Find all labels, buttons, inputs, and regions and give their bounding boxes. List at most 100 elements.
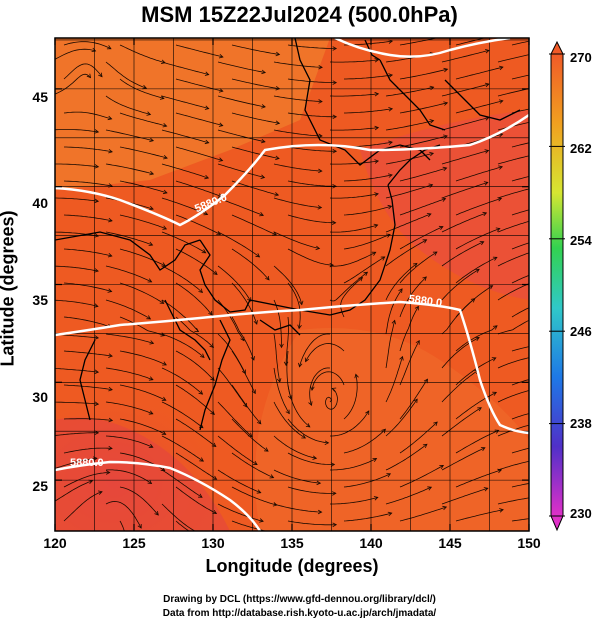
streamline	[63, 63, 103, 80]
streamline-arrow	[94, 233, 100, 238]
streamline-arrow	[317, 205, 323, 210]
streamline	[287, 44, 337, 49]
streamline	[273, 367, 290, 414]
streamline	[497, 319, 529, 335]
contour-label: 5880.0	[70, 457, 104, 469]
streamline-arrow	[332, 114, 338, 120]
credit-data: Data from http://database.rish.kyoto-u.a…	[162, 608, 437, 619]
streamline-arrow	[318, 99, 323, 104]
streamline-arrow	[204, 105, 210, 110]
streamline	[385, 184, 433, 199]
streamline-arrow	[148, 443, 154, 448]
streamline-arrow	[482, 211, 488, 217]
streamline	[343, 473, 391, 488]
streamline	[399, 378, 428, 420]
streamline	[455, 509, 504, 522]
streamline-arrow	[354, 373, 359, 379]
streamline-arrow	[218, 122, 224, 127]
streamline	[231, 78, 280, 90]
streamline-arrow	[492, 325, 498, 330]
streamline	[385, 356, 403, 403]
streamline	[455, 100, 503, 114]
streamline	[231, 214, 277, 236]
streamline	[119, 180, 168, 194]
streamline	[399, 340, 420, 386]
streamline-arrow	[261, 104, 266, 109]
streamline	[105, 333, 154, 344]
streamline	[63, 180, 113, 187]
streamline	[161, 299, 199, 332]
streamline-arrow	[541, 184, 545, 188]
streamline-arrow	[107, 288, 113, 293]
streamline-arrow	[265, 275, 270, 281]
streamline-arrow	[148, 376, 154, 381]
streamline	[217, 367, 248, 408]
streamline-arrow	[198, 288, 204, 293]
streamline	[63, 111, 112, 120]
streamline	[287, 112, 337, 118]
streamline-arrow	[318, 64, 323, 70]
streamline-arrow	[332, 46, 338, 51]
streamline-arrow	[387, 511, 393, 517]
streamline	[55, 163, 99, 168]
streamline-arrow	[276, 378, 282, 383]
streamline	[105, 95, 151, 115]
streamline-arrow	[255, 253, 261, 258]
streamline	[287, 78, 337, 83]
streamline-arrow	[494, 429, 500, 434]
streamline-arrow	[538, 314, 542, 318]
streamline	[217, 469, 261, 494]
streamline	[105, 163, 154, 175]
streamline	[343, 256, 385, 284]
streamline-arrow	[275, 51, 281, 57]
colorbar-tick-label: 238	[570, 416, 592, 431]
streamline	[119, 112, 167, 127]
streamline	[231, 248, 270, 281]
streamline	[175, 180, 222, 197]
axis-ticks	[54, 38, 530, 531]
streamline	[119, 248, 166, 267]
streamline	[217, 95, 266, 108]
streamline-arrow	[439, 464, 445, 470]
streamline-arrow	[477, 407, 482, 412]
streamline-arrow	[218, 157, 224, 162]
streamline-arrow	[108, 445, 113, 451]
streamline	[55, 432, 99, 436]
streamline-arrow	[331, 220, 337, 226]
streamline-arrow	[147, 479, 153, 484]
streamline	[497, 54, 529, 63]
streamline	[105, 401, 153, 415]
streamline-arrow	[422, 276, 427, 281]
streamline-arrow	[304, 357, 310, 363]
streamline	[511, 209, 529, 216]
streamline	[399, 68, 448, 80]
streamline	[340, 277, 363, 318]
x-tick-label: 145	[438, 535, 462, 551]
streamline	[273, 299, 282, 348]
streamline	[309, 367, 331, 406]
streamline	[119, 418, 166, 435]
streamline	[455, 469, 502, 488]
streamline	[329, 193, 379, 199]
streamline-arrow	[540, 420, 544, 424]
streamline	[175, 452, 217, 480]
streamline-arrow	[443, 101, 449, 106]
streamline	[511, 413, 529, 420]
streamline	[105, 299, 151, 320]
streamline	[441, 182, 488, 199]
streamline-arrow	[204, 174, 210, 180]
colorbar	[549, 40, 565, 532]
streamline	[105, 231, 153, 246]
colorbar-top-arrow	[550, 40, 564, 55]
streamline	[441, 447, 486, 471]
streamline	[325, 388, 338, 410]
streamline	[55, 73, 91, 95]
streamline-arrow	[213, 270, 218, 276]
streamline-arrow	[388, 73, 394, 78]
streamline-arrow	[204, 139, 210, 145]
streamline-arrow	[275, 120, 281, 125]
streamline-arrow	[423, 378, 428, 384]
streamline-arrow	[429, 119, 435, 124]
streamline-arrow	[260, 138, 266, 144]
colorbar-tick-label: 270	[570, 50, 592, 65]
